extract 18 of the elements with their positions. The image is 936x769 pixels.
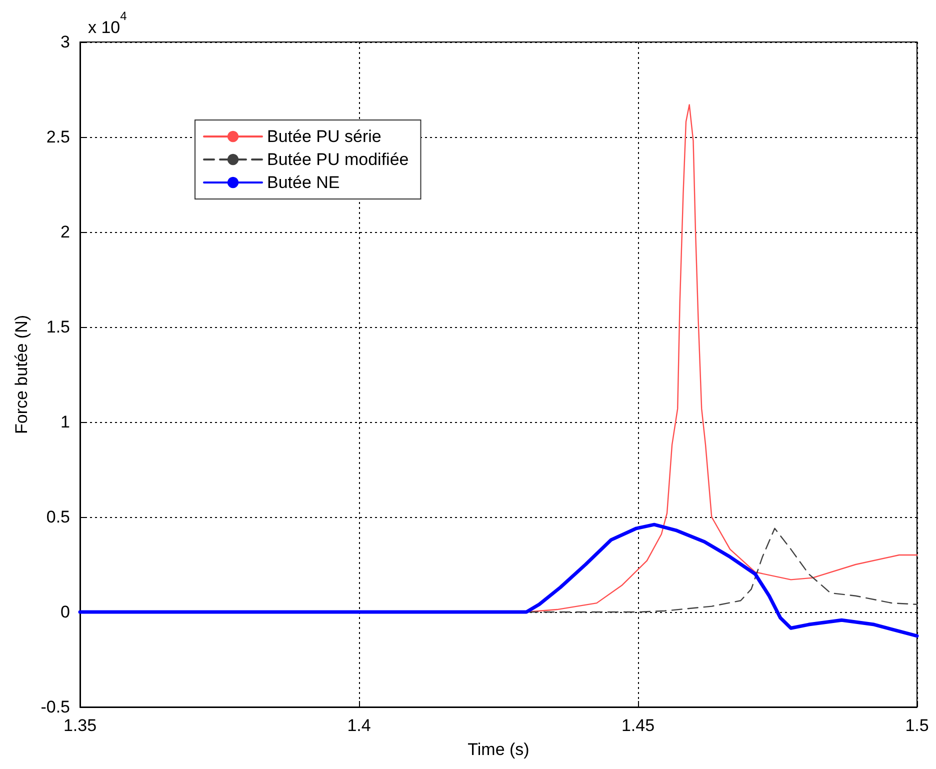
line-series: [78, 522, 919, 638]
legend-label: Butée PU modifiée: [267, 150, 409, 169]
y-tick-label: 1: [60, 412, 70, 432]
x-tick-label: 1.45: [621, 716, 655, 735]
x-tick-label: 1.4: [347, 716, 371, 735]
legend-label: Butée PU série: [267, 127, 382, 146]
x-tick-label: 1.5: [905, 716, 929, 735]
y-tick-label: 0.5: [46, 508, 70, 526]
x-axis-title: Time (s): [468, 740, 530, 759]
y-axis-title: Force butée (N): [12, 314, 31, 434]
y-tick-label: 2.5: [46, 128, 70, 146]
y-tick-label: 3: [60, 32, 70, 52]
x-tick-label: 1.35: [63, 716, 97, 735]
y-tick-label: 2: [60, 222, 70, 242]
legend-label: Butée NE: [267, 173, 340, 192]
y-tick-label: -0.5: [40, 698, 70, 716]
y-tick-label: 1.5: [46, 318, 70, 336]
y-tick-label: 0: [60, 602, 70, 622]
